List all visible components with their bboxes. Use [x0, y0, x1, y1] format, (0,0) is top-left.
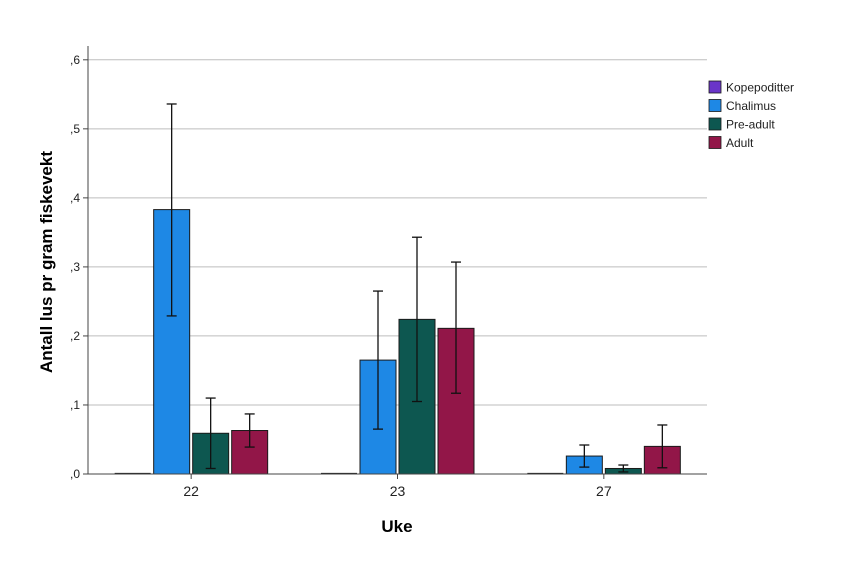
- y-tick-label: ,0: [70, 467, 80, 481]
- legend-label: Adult: [726, 136, 754, 150]
- error-bars: [166, 103, 668, 473]
- bars: [114, 209, 681, 475]
- x-tick-label: 27: [596, 483, 612, 499]
- legend-label: Pre-adult: [726, 118, 775, 132]
- legend-label: Chalimus: [726, 99, 776, 113]
- y-tick-label: ,4: [70, 191, 80, 205]
- legend-swatch: [708, 136, 722, 149]
- legend-swatch: [708, 80, 722, 94]
- y-tick-labels: ,0 ,1 ,2 ,3 ,4 ,5 ,6: [70, 53, 80, 481]
- x-axis-title: Uke: [381, 517, 412, 536]
- legend-label: Kopepoditter: [726, 81, 794, 95]
- y-tick-label: ,1: [70, 398, 80, 412]
- x-tick-labels: 22 23 27: [183, 483, 611, 499]
- axes: [83, 46, 707, 479]
- y-tick-label: ,6: [70, 53, 80, 67]
- y-tick-label: ,2: [70, 329, 80, 343]
- legend: Kopepoditter Chalimus Pre-adult Adult: [708, 80, 794, 150]
- x-tick-label: 23: [390, 483, 406, 499]
- x-tick-label: 22: [183, 483, 199, 499]
- y-tick-label: ,5: [70, 122, 80, 136]
- gridlines: [88, 59, 707, 406]
- y-tick-label: ,3: [70, 260, 80, 274]
- legend-swatch: [708, 117, 722, 131]
- legend-swatch: [708, 99, 722, 112]
- y-axis-title: Antall lus pr gram fiskevekt: [37, 151, 56, 373]
